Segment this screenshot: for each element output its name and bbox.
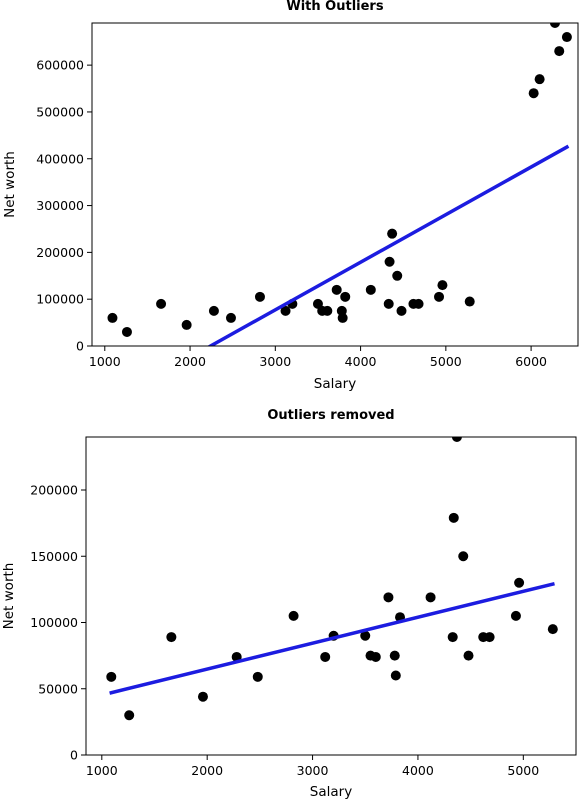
data-point (254, 291, 265, 302)
data-point (225, 312, 236, 323)
data-point (451, 437, 462, 442)
data-point (437, 280, 448, 291)
data-point (561, 32, 572, 43)
data-point (106, 671, 117, 682)
data-point (510, 610, 521, 621)
x-tick-label: 6000 (515, 354, 547, 369)
data-point (447, 632, 458, 643)
y-tick-label: 600000 (36, 58, 84, 73)
data-point (549, 23, 560, 28)
data-point (288, 610, 299, 621)
plot-area (107, 23, 572, 346)
x-axis-label: Salary (314, 376, 356, 392)
data-point (425, 592, 436, 603)
data-point (197, 691, 208, 702)
x-tick-label: 1000 (86, 763, 118, 778)
x-tick-label: 1000 (89, 354, 121, 369)
data-point (384, 256, 395, 267)
chart-1: With Outliers 1000 2000 3000 4000 5000 6000 0 10… (2, 0, 579, 392)
data-point (331, 284, 342, 295)
y-tick-label: 500000 (36, 104, 84, 119)
chart-title: Outliers removed (267, 408, 394, 423)
data-point (280, 305, 291, 316)
x-tick-label: 4000 (402, 763, 434, 778)
data-point (392, 270, 403, 281)
x-tick-label: 4000 (345, 354, 377, 369)
x-tick-label: 3000 (259, 354, 291, 369)
data-point (434, 291, 445, 302)
x-axis-label: Salary (310, 784, 352, 800)
data-point (124, 710, 135, 721)
x-tick-label: 5000 (507, 763, 539, 778)
data-point (322, 305, 333, 316)
data-point (383, 592, 394, 603)
y-tick-label: 100000 (30, 615, 78, 630)
plot-area (106, 437, 558, 721)
data-point (528, 88, 539, 99)
y-axis-label: Net worth (2, 151, 18, 218)
y-tick-label: 150000 (30, 549, 78, 564)
data-point (107, 312, 118, 323)
data-point (320, 651, 331, 662)
data-point (554, 46, 565, 57)
data-point (360, 630, 371, 641)
data-point (370, 651, 381, 662)
data-point (396, 305, 407, 316)
data-point (534, 74, 545, 85)
data-point (448, 512, 459, 523)
data-point (340, 291, 351, 302)
axes-frame (91, 22, 579, 347)
data-point (484, 632, 495, 643)
data-point (390, 670, 401, 681)
chart-title: With Outliers (286, 0, 383, 14)
x-tick-label: 3000 (297, 763, 329, 778)
data-point (208, 305, 219, 316)
data-point (365, 284, 376, 295)
data-point (389, 650, 400, 661)
data-point (252, 671, 263, 682)
regression-line (208, 144, 570, 346)
data-point (547, 624, 558, 635)
y-tick-label: 50000 (38, 681, 78, 696)
data-point (121, 326, 132, 337)
x-tick-label: 5000 (430, 354, 462, 369)
data-point (514, 577, 525, 588)
y-tick-label: 400000 (36, 151, 84, 166)
data-point (156, 298, 167, 309)
data-point (464, 296, 475, 307)
data-point (387, 228, 398, 239)
axes-frame (85, 436, 577, 756)
y-tick-label: 100000 (36, 292, 84, 307)
data-point (383, 298, 394, 309)
y-tick-label: 300000 (36, 198, 84, 213)
data-point (458, 551, 469, 562)
y-tick-label: 200000 (36, 245, 84, 260)
y-tick-label: 200000 (30, 483, 78, 498)
y-tick-label: 0 (70, 748, 78, 763)
regression-line (109, 581, 555, 695)
y-tick-label: 0 (76, 339, 84, 354)
x-tick-label: 2000 (191, 763, 223, 778)
data-point (166, 632, 177, 643)
data-point (181, 319, 192, 330)
data-point (337, 312, 348, 323)
data-point (463, 650, 474, 661)
y-axis-label: Net worth (1, 563, 17, 630)
x-tick-label: 2000 (174, 354, 206, 369)
data-point (413, 298, 424, 309)
